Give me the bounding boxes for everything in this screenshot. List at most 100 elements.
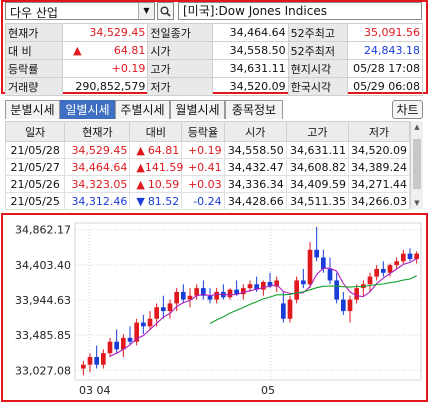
candle-body (194, 288, 199, 296)
tab-monthly[interactable]: 월별시세 (170, 100, 225, 119)
row-price: 34,312.46 (64, 192, 131, 210)
candlestick-chart[interactable]: 34,862.17 34,403.40 33,944.63 33,485.85 33,0… (3, 215, 426, 400)
quote-value: 35,091.56 (346, 23, 424, 42)
chevron-down-icon[interactable]: ▼ (138, 3, 154, 19)
row-date: 21/05/26 (4, 175, 66, 193)
up-arrow-icon: ▲ (136, 177, 145, 191)
tab-weekly[interactable]: 주별시세 (115, 100, 170, 119)
candle-body (114, 341, 119, 350)
quote-label: 거래량 (4, 77, 64, 96)
scroll-down-icon[interactable]: ▼ (414, 199, 420, 207)
table-row[interactable]: 21/05/26 34,323.05 ▲ 10.59 +0.03 34,336.34 34,… (4, 175, 411, 193)
quote-row: 현재가 34,529.45 전일종가 34,464.64 52주최고 35,091.56 (4, 23, 424, 42)
candle-body (147, 318, 153, 327)
tab-minute[interactable]: 분별시세 (5, 100, 60, 119)
row-date: 21/05/25 (4, 192, 66, 210)
candle-body (414, 253, 419, 259)
candle-body (267, 281, 273, 287)
daily-scrollbar[interactable]: ▲ ▼ (410, 121, 423, 209)
up-arrow-icon: ▲ (136, 143, 145, 157)
candle-body (227, 289, 233, 298)
index-title: [미국]:Dow Jones Indices (178, 2, 422, 20)
candle-body (141, 322, 146, 327)
row-high: 34,608.82 (285, 158, 349, 176)
row-low: 34,271.44 (347, 175, 411, 193)
col-price[interactable]: 현재가 (64, 121, 131, 142)
candle-body (207, 295, 213, 300)
tab-info[interactable]: 종목정보 (225, 100, 283, 119)
row-high: 34,631.11 (285, 141, 349, 159)
row-high: 34,511.35 (285, 192, 349, 210)
candle-body (87, 357, 93, 365)
row-date: 21/05/28 (4, 141, 66, 159)
candle-body (394, 261, 399, 266)
y-tick-label: 34,862.17 (15, 224, 71, 237)
candle-body (387, 265, 393, 273)
quote-row: 대 비 ▲ 64.81 시가 34,558.50 52주최저 24,843.18 (4, 41, 424, 60)
row-pct: +0.03 (181, 175, 225, 193)
col-date[interactable]: 일자 (4, 121, 66, 142)
quote-label: 전일종가 (147, 23, 214, 42)
quote-label: 시가 (147, 41, 214, 60)
quote-table: 현재가 34,529.45 전일종가 34,464.64 52주최고 35,091.56 대… (4, 23, 424, 96)
chart-highlight-box (1, 213, 428, 402)
candle-body (241, 288, 246, 295)
quote-label: 대 비 (4, 41, 64, 60)
col-open[interactable]: 시가 (223, 121, 287, 142)
scroll-up-icon[interactable]: ▲ (414, 123, 420, 131)
search-icon[interactable] (157, 2, 174, 20)
up-arrow-icon: ▲ (73, 44, 82, 57)
ma-short-line (109, 258, 417, 357)
candle-body (374, 268, 379, 277)
candle-body (301, 280, 306, 285)
symbol-search-combo[interactable]: 다우 산업 ▼ (5, 2, 155, 20)
col-change[interactable]: 대비 (129, 121, 183, 142)
row-date: 21/05/27 (4, 158, 66, 176)
candle-body (261, 281, 266, 290)
up-arrow-icon: ▲ (136, 160, 145, 174)
quote-label: 고가 (147, 59, 214, 78)
candle-body (101, 353, 106, 365)
candle-body (121, 337, 126, 350)
candle-body (381, 268, 386, 273)
row-change: ▲ 10.59 (129, 175, 183, 193)
scroll-thumb[interactable] (413, 139, 421, 189)
quote-label: 현지시각 (287, 59, 348, 78)
quote-label: 저가 (147, 77, 214, 96)
candle-body (94, 357, 99, 365)
candle-body (307, 249, 313, 285)
quote-value: 34,520.09 (212, 77, 289, 96)
table-row[interactable]: 21/05/27 34,464.64 ▲ 141.59 +0.41 34,432.47 34… (4, 158, 411, 176)
x-tick-label: 03 04 (79, 384, 111, 397)
col-pct[interactable]: 등락율 (181, 121, 225, 142)
candle-body (347, 299, 353, 312)
row-low: 34,389.24 (347, 158, 411, 176)
candle-body (274, 280, 279, 287)
row-open: 34,336.34 (223, 175, 287, 193)
quote-label: 등락률 (4, 59, 64, 78)
candle-body (314, 249, 319, 258)
candle-body (334, 280, 339, 300)
candle-body (127, 337, 133, 342)
table-row[interactable]: 21/05/25 34,312.46 ▼ 81.52 -0.24 34,428.66 34,… (4, 192, 411, 210)
row-low: 34,266.03 (347, 192, 411, 210)
row-open: 34,558.50 (223, 141, 287, 159)
tab-daily[interactable]: 일별시세 (60, 100, 115, 119)
candle-body (174, 291, 179, 304)
col-low[interactable]: 저가 (347, 121, 411, 142)
quote-value: 34,464.64 (212, 23, 289, 42)
col-high[interactable]: 고가 (285, 121, 349, 142)
table-row[interactable]: 21/05/28 34,529.45 ▲ 64.81 +0.19 34,558.50 34,… (4, 141, 411, 159)
candle-body (401, 253, 406, 262)
daily-table: 일자 현재가 대비 등락율 시가 고가 저가 21/05/28 34,529.45… (4, 121, 411, 210)
row-open: 34,428.66 (223, 192, 287, 210)
down-arrow-icon: ▼ (136, 194, 145, 208)
candle-body (161, 307, 166, 312)
symbol-name: 다우 산업 (10, 6, 58, 20)
chart-button[interactable]: 차트 (392, 100, 423, 119)
candle-body (367, 276, 373, 285)
quote-label: 52주최고 (287, 23, 348, 42)
quote-value: 05/28 17:08 (346, 59, 424, 78)
candle-body (321, 257, 326, 269)
candle-body (294, 280, 299, 300)
